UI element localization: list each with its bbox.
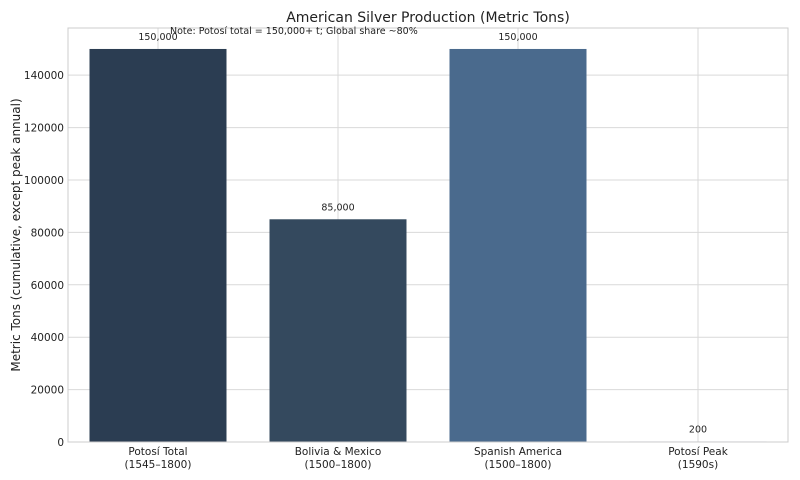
y-axis-label: Metric Tons (cumulative, except peak ann…: [9, 98, 23, 371]
y-tick-label: 0: [57, 437, 64, 449]
bar-value-label: 200: [689, 424, 707, 435]
bar: [89, 48, 227, 442]
y-axis-ticks: 0 20000 40000 60000 80000 100000 120000 140000: [24, 70, 64, 449]
bar-value-label: 85,000: [321, 202, 354, 213]
bar: [449, 48, 587, 442]
plot-frame: [67, 27, 789, 443]
bar-value-label: 150,000: [498, 32, 537, 43]
x-tick-label: Potosí Total (1545–1800): [125, 446, 192, 471]
y-tick-label: 120000: [24, 123, 64, 135]
chart-note: Note: Potosí total = 150,000+ t; Global …: [170, 26, 418, 37]
bars: [89, 48, 767, 442]
x-tick-label: Spanish America (1500–1800): [474, 446, 562, 471]
bar-value-label: 150,000: [138, 32, 177, 43]
y-tick-label: 40000: [31, 332, 64, 344]
x-tick-label: Bolivia & Mexico (1500–1800): [295, 446, 382, 471]
x-axis-ticks: Potosí Total (1545–1800) Bolivia & Mexico(…: [125, 446, 729, 471]
y-tick-label: 80000: [31, 227, 64, 239]
y-tick-label: 100000: [24, 175, 64, 187]
chart-title: American Silver Production (Metric Tons): [286, 10, 570, 26]
y-tick-label: 140000: [24, 70, 64, 82]
y-tick-label: 60000: [31, 280, 64, 292]
bar: [269, 219, 407, 442]
y-tick-label: 20000: [31, 385, 64, 397]
data-labels: 150,000 85,000 150,000 200: [138, 32, 707, 436]
x-tick-label: Potosí Peak (1590s): [668, 446, 728, 471]
